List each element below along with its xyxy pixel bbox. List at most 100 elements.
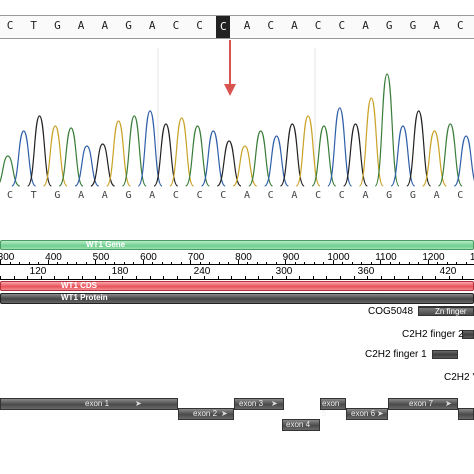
nt-tick-mark: [104, 262, 106, 265]
base-letter: G: [409, 190, 416, 201]
aa-tick-label: 360: [357, 266, 375, 277]
nt-tick-mark: [389, 262, 391, 265]
trace-peak: [358, 97, 384, 187]
nt-tick-mark: [47, 260, 49, 265]
exon-5: exon 5: [320, 398, 346, 418]
base-letter: C: [6, 19, 14, 32]
base-letter: C: [220, 190, 227, 201]
base-letter: A: [433, 190, 440, 201]
base-letter: C: [172, 190, 179, 201]
aa-tick-mark: [81, 276, 83, 279]
nt-tick-mark: [76, 262, 77, 265]
aa-tick-label: 420: [439, 266, 457, 277]
base-letter: C: [267, 19, 274, 32]
nt-tick-label: 1100: [375, 252, 397, 263]
nt-tick-label: 900: [282, 252, 300, 263]
nt-tick-mark: [142, 260, 144, 265]
trace-peak: [90, 143, 116, 187]
exon-2-arrow-icon: ➤: [221, 409, 228, 418]
domain-znfinger-label: Zn finger: [435, 307, 467, 316]
highlighted-base: C: [216, 16, 231, 38]
trace-peak: [279, 123, 305, 187]
nt-tick-mark: [171, 262, 172, 265]
aa-tick-mark: [285, 276, 287, 279]
gene-label: WT1 Gene: [86, 240, 126, 249]
trace-peak: [200, 130, 226, 187]
base-letter: G: [385, 19, 393, 32]
nt-tick-mark: [399, 262, 400, 265]
trace-peak: [185, 125, 210, 187]
base-letter: C: [196, 19, 203, 32]
nt-tick-mark: [275, 262, 277, 265]
aa-tick-mark: [13, 276, 15, 279]
base-letter: A: [362, 19, 369, 32]
nt-tick-mark: [256, 262, 258, 265]
aa-tick-mark: [272, 276, 273, 279]
domain-c2h2-2-label: C2H2 finger 2: [402, 329, 464, 340]
nt-tick-mark: [218, 262, 220, 265]
aa-tick-mark: [27, 276, 29, 279]
nt-tick-mark: [0, 260, 1, 265]
aa-tick-mark: [217, 276, 219, 279]
nt-tick-mark: [446, 262, 448, 265]
nt-tick-mark: [9, 262, 11, 265]
aa-tick-mark: [367, 276, 369, 279]
aa-tick-mark: [312, 276, 314, 279]
nt-tick-mark: [85, 262, 87, 265]
base-letter: A: [148, 19, 156, 32]
nt-tick-mark: [418, 262, 419, 265]
base-letter: T: [30, 190, 37, 201]
nt-tick-mark: [285, 260, 286, 265]
nt-tick-mark: [408, 262, 410, 265]
trace-peak: [374, 73, 400, 187]
trace-peak: [327, 107, 353, 187]
nt-tick-mark: [437, 262, 438, 265]
trace-peak: [27, 115, 52, 187]
base-letter: A: [78, 190, 85, 201]
aa-tick-mark: [190, 276, 192, 279]
base-letter: C: [315, 190, 322, 201]
aa-tick-mark: [136, 276, 137, 279]
nt-ruler-line: [0, 264, 474, 265]
nt-tick-mark: [370, 262, 372, 265]
aa-ruler: 120 180 240 300 360 420: [0, 266, 474, 280]
nt-tick-label: 1000: [327, 252, 350, 263]
trace-peak: [121, 115, 147, 187]
nt-tick-mark: [294, 262, 296, 265]
exon-5-label: exon 5: [322, 399, 340, 418]
nt-tick-mark: [465, 262, 467, 265]
base-letter: C: [6, 190, 14, 201]
base-letter: A: [243, 19, 251, 32]
base-letter: G: [125, 190, 132, 201]
nt-tick-mark: [228, 262, 229, 265]
nt-tick-mark: [380, 260, 381, 265]
nt-tick-mark: [332, 260, 334, 265]
protein-bar: WT1 Protein: [0, 293, 474, 304]
nt-tick-mark: [427, 260, 429, 265]
trace-peaks: [0, 73, 474, 187]
nt-tick-mark: [237, 260, 239, 265]
trace-peak: [58, 127, 84, 187]
nt-tick-mark: [247, 262, 248, 265]
base-letter: A: [101, 19, 109, 32]
nt-tick-mark: [57, 262, 58, 265]
aa-tick-label: 240: [193, 266, 211, 277]
nt-tick-mark: [152, 262, 153, 265]
aa-tick-label: 300: [275, 266, 293, 277]
base-letter: G: [54, 190, 61, 201]
base-letter: C: [172, 19, 180, 32]
nt-tick-mark: [133, 262, 134, 265]
trace-peak: [248, 130, 274, 187]
domain-c2h2-1-bar: [432, 350, 458, 359]
exon-6-arrow-icon: ➤: [377, 409, 384, 418]
chromatogram-trace: [0, 40, 474, 187]
exon-3-label: exon 3: [239, 399, 264, 408]
aa-tick-label: 180: [111, 266, 129, 277]
nt-tick-mark: [28, 262, 30, 265]
base-letter: A: [149, 190, 156, 201]
base-letter: A: [433, 19, 440, 32]
domain-znfinger-bar: Zn finger: [418, 307, 474, 316]
exon-1-label: exon 1: [85, 399, 110, 408]
